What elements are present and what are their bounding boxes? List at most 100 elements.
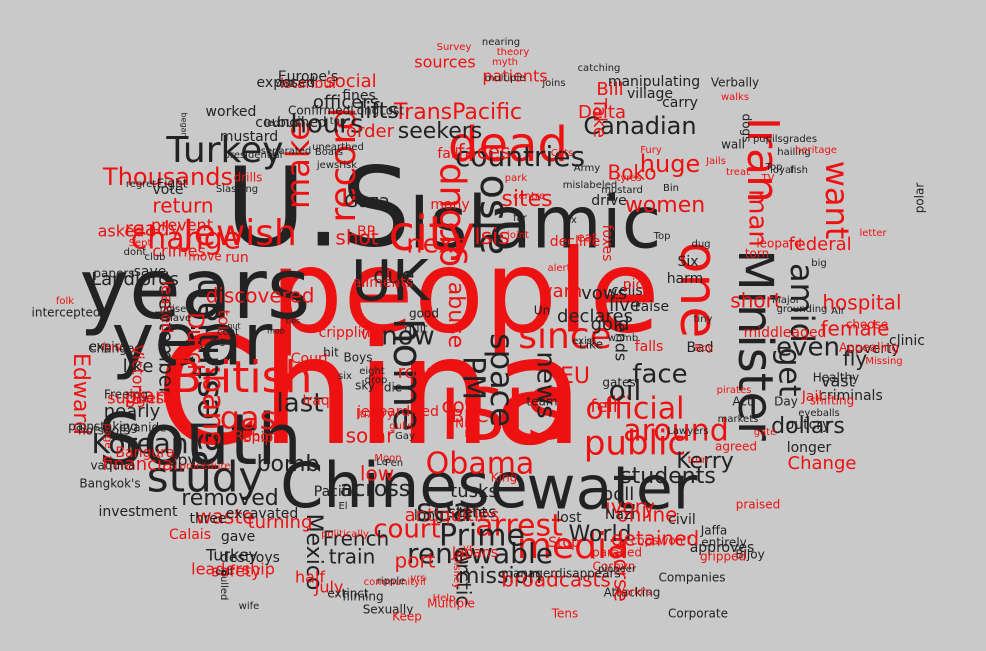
word: removed [181,486,279,511]
word: pioneer [598,564,637,575]
word: ripple [377,576,406,587]
word: Six [677,254,698,270]
word: Top [765,162,783,173]
word: vaquita [90,459,135,473]
word: leadership [191,560,275,579]
word: drop [365,375,388,386]
word: mislabeled [563,180,617,191]
word: across [340,477,411,502]
word: Victoria [129,345,148,406]
word: gates [602,376,635,390]
word: get [772,347,807,397]
word: theory [497,47,530,58]
word: mission [458,564,542,589]
word: burned [277,115,327,131]
word: Europe's [278,69,338,85]
word: ties [286,317,300,326]
word: social [325,71,376,92]
word: asked [98,222,145,241]
word: procedure [180,461,231,472]
word: China [156,305,584,479]
word: pick [623,277,652,293]
word: Islamic [409,181,662,265]
word: Bill [596,79,623,100]
word: Sept [129,238,152,249]
word: grounding [777,304,828,315]
word: plant [124,384,175,408]
word: middleaged [744,325,827,341]
word: markets [718,414,759,425]
word: Bangura [115,445,174,461]
word: sea [416,491,472,529]
word: Jail [801,389,823,405]
word: Changed [88,342,142,356]
word: choose [846,318,889,332]
word: EU [560,364,590,389]
word: poverty [846,341,900,357]
word: jewsrisk [316,160,357,171]
word: decline [550,234,600,250]
word: ready [125,217,182,241]
word: politically [321,529,369,540]
word: mustard [220,129,278,145]
word: worse [610,542,634,602]
word: eat [577,231,597,245]
word: Top [653,231,671,242]
word: bans [196,374,231,446]
word: Obama [426,447,535,482]
word: carry [662,95,698,111]
word: nearing [482,37,520,48]
word: multiple [485,73,526,84]
word: Le [376,457,388,468]
word: club [145,252,166,263]
word: yrs [410,573,425,584]
word: want [818,161,856,240]
word: Day [774,395,798,409]
word: sky [355,379,375,393]
word: agreed [715,440,757,454]
word: clinic [889,333,925,349]
word: hotspots [78,424,130,438]
word: Cuts [551,148,573,159]
word: myth [492,57,518,68]
word: fury [102,342,122,353]
word: Ship [243,430,274,446]
word: next [406,230,464,260]
word: vast [821,372,855,391]
word: Calais [169,527,211,543]
word: longer [787,440,832,456]
word: Canadian [583,112,696,140]
word: Nazi [605,507,635,523]
word: one [668,242,728,339]
word: Prime [439,519,525,554]
word: alert [547,263,570,274]
word: falls [635,339,664,355]
word: Delta [578,102,626,123]
word: excavated [226,506,299,522]
word: gold [591,314,630,335]
word: September [155,285,179,396]
word: states [448,503,497,522]
word: crimes [152,242,206,261]
word: home [384,318,430,431]
word: tusks [450,481,498,502]
word: raise [635,299,669,315]
word: Tens [551,607,579,621]
word: oil [609,374,642,407]
word: now [381,322,435,352]
word: Minister [727,249,783,441]
word: Jaffa [700,524,728,538]
word: Iran [737,117,788,203]
word: manipulating [608,74,700,90]
word: British [172,352,313,403]
word: U.S [225,143,410,271]
word: hours [290,110,363,140]
word: people [270,226,660,360]
word: Dutch [182,312,207,378]
word: fish [790,165,808,176]
word: warn [538,281,582,302]
word: top [330,116,346,127]
word: Turkey [205,546,258,565]
word: year [112,298,273,382]
word: Turkey [165,130,283,171]
